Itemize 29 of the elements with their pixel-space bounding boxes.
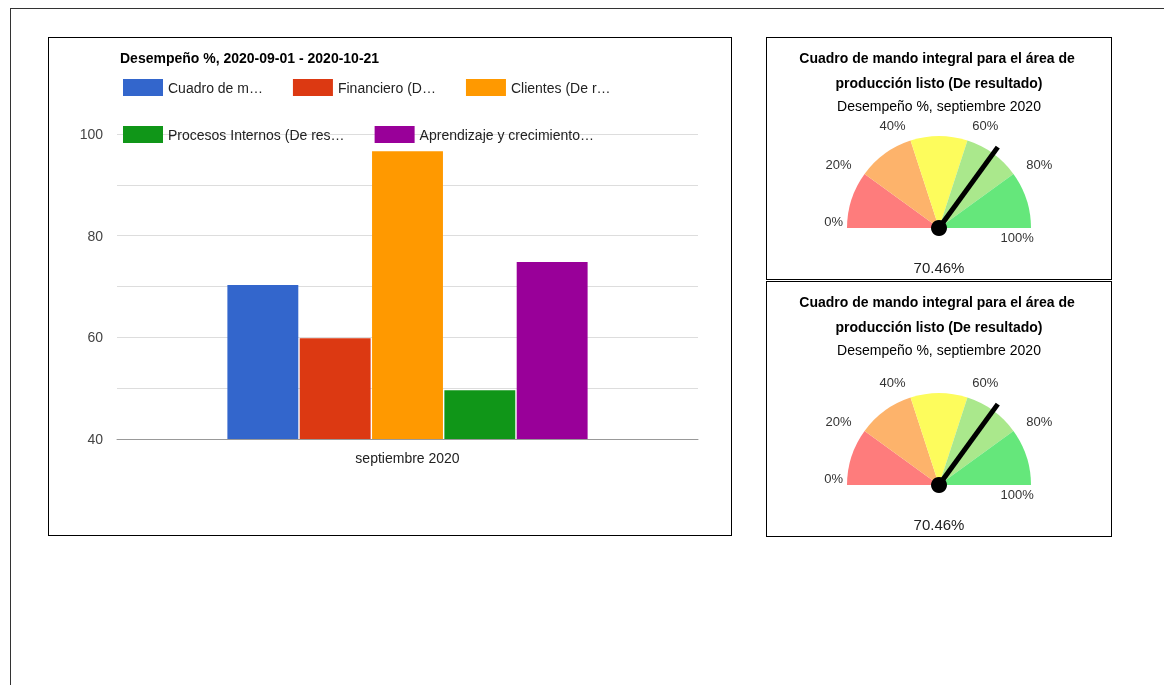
y-tick-label: 40 <box>87 431 104 447</box>
chart-subtitle: Desempeño %, septiembre 2020 <box>837 342 1042 358</box>
slice-label: 20% <box>825 157 853 173</box>
slice-label: 40% <box>879 374 907 390</box>
chart-subtitle: Desempeño %, septiembre 2020 <box>837 98 1042 114</box>
legend-label: Clientes (De r… <box>510 79 611 96</box>
x-tick-label: septiembre 2020 <box>355 450 460 466</box>
legend-label: Financiero (D… <box>337 79 436 96</box>
y-tick-label: 80 <box>87 227 104 244</box>
text: 70.46% <box>913 259 965 276</box>
legend-label: Aprendizaje y crecimiento… <box>419 126 594 143</box>
slice-label: 60% <box>972 117 999 133</box>
slice-label: 20% <box>825 414 853 430</box>
slice-label: 80% <box>1026 414 1053 430</box>
legend-label: Cuadro de m… <box>168 79 263 96</box>
text: 100% <box>1000 229 1035 245</box>
slice-label: 60% <box>972 374 999 390</box>
slice-label: 80% <box>1026 157 1053 173</box>
slice-label: 40% <box>879 117 907 133</box>
chart-title: Cuadro de mando integral para el área de producción listo (De resultado) <box>799 293 1079 335</box>
text: 100% <box>1000 486 1035 502</box>
y-tick-label: 100 <box>79 126 104 142</box>
chart-title: Cuadro de mando integral para el área de producción listo (De resultado) <box>799 49 1079 91</box>
legend-label: Procesos Internos (De res… <box>168 126 345 143</box>
text: 70.46% <box>913 516 965 533</box>
y-tick-label: 60 <box>87 329 104 346</box>
slice-label: 0% <box>824 213 844 229</box>
slice-label: 0% <box>824 470 844 486</box>
chart-title: Desempeño %, 2020-09-01 - 2020-10-21 <box>120 50 380 66</box>
